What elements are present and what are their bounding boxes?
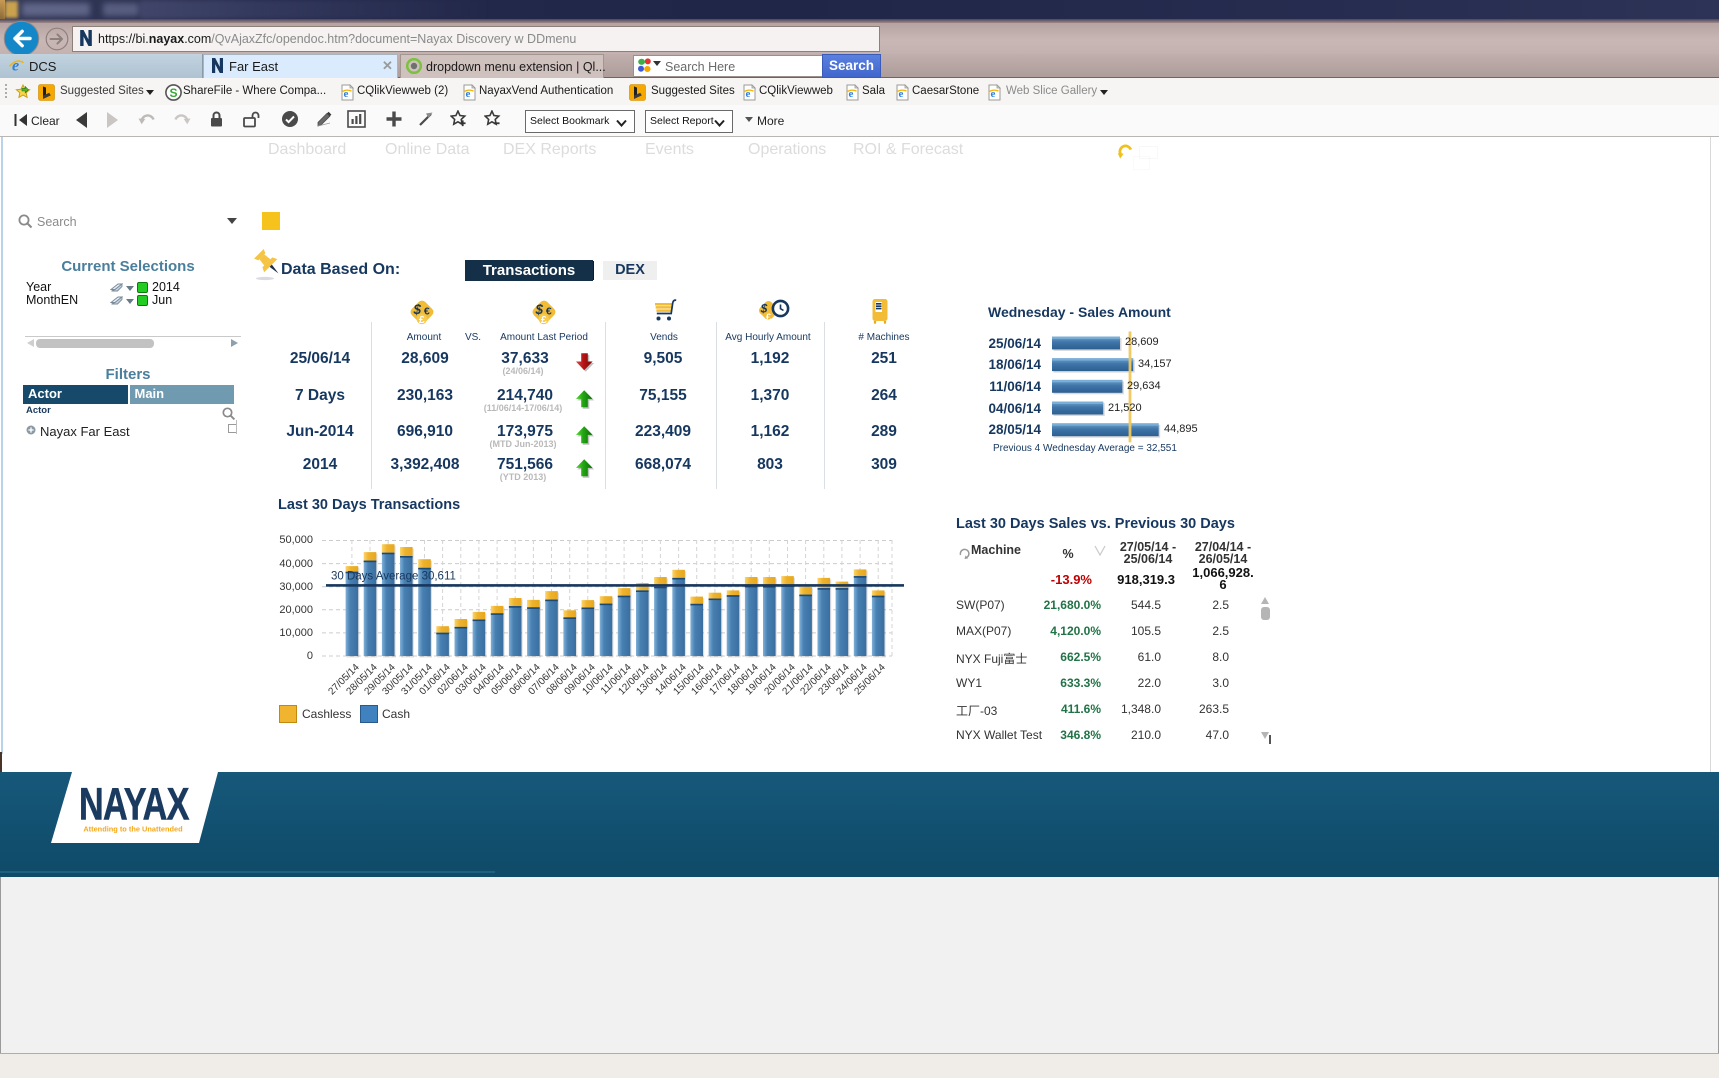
svg-text:$: $: [534, 302, 543, 317]
svg-text:S: S: [169, 86, 177, 100]
svg-text:$: $: [760, 302, 768, 316]
svg-text:e: e: [12, 58, 19, 74]
svg-text:€: €: [424, 306, 430, 318]
svg-text:Attending to the Unattended: Attending to the Unattended: [83, 825, 183, 834]
svg-text:30 Days Average 30,611: 30 Days Average 30,611: [331, 570, 456, 582]
svg-text:e: e: [899, 88, 904, 100]
svg-text:e: e: [344, 88, 349, 100]
svg-text:e: e: [849, 88, 854, 100]
svg-text:€: €: [546, 306, 552, 318]
svg-text:£: £: [419, 314, 425, 326]
svg-text:£: £: [541, 314, 547, 326]
svg-text:e: e: [466, 88, 471, 100]
svg-text:$: $: [412, 302, 421, 317]
svg-text:e: e: [991, 88, 996, 100]
svg-text:e: e: [746, 88, 751, 100]
svg-text:£: £: [766, 313, 772, 324]
svg-text:NAYAX: NAYAX: [79, 780, 190, 830]
